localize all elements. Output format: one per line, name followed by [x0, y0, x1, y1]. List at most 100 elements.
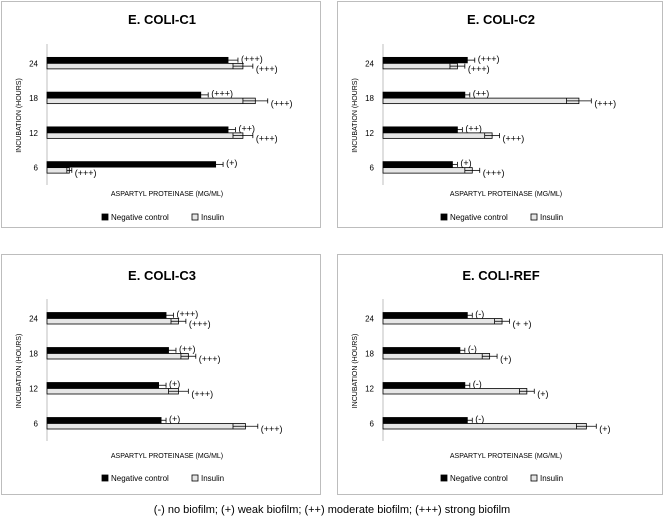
bar-ref-12-negative-control	[382, 382, 466, 389]
bar-c3-18-insulin	[46, 353, 189, 360]
data-label-c1-24-1: (+++)	[256, 64, 278, 74]
bar-c2-18-insulin	[382, 97, 580, 105]
legend-label-insulin-ref: Insulin	[540, 474, 563, 483]
x-axis-title-c1: ASPARTYL PROTEINASE (MG/ML)	[111, 191, 223, 198]
tick-label-ref-12: 12	[365, 385, 374, 394]
data-label-c1-6-1: (+++)	[75, 168, 97, 178]
tick-label-c1-18: 18	[29, 94, 38, 103]
tick-label-c2-18: 18	[365, 94, 374, 103]
data-label-c1-18-1: (+++)	[271, 99, 293, 109]
data-label-c3-12-0: (+)	[169, 379, 180, 389]
data-label-ref-24-0: (-)	[475, 309, 484, 319]
legend-swatch-insulin-c2	[530, 213, 538, 221]
data-label-c2-12-0: (++)	[465, 123, 482, 133]
data-label-ref-12-0: (-)	[473, 379, 482, 389]
data-label-c3-18-0: (++)	[179, 344, 196, 354]
footnote: (-) no biofilm; (+) weak biofilm; (++) m…	[153, 504, 511, 516]
legend-label-negative-control-c2: Negative control	[450, 213, 508, 222]
legend-swatch-negative-control-c2	[440, 213, 448, 221]
chart-title-c3: E. COLI-C3	[128, 268, 196, 283]
data-label-c2-12-1: (+++)	[503, 133, 525, 143]
bar-c1-24-insulin	[46, 62, 244, 70]
tick-label-c2-6: 6	[370, 164, 375, 173]
data-label-c3-18-1: (+++)	[199, 354, 221, 364]
legend-label-insulin-c3: Insulin	[201, 474, 224, 483]
bar-c1-12-negative-control	[46, 126, 229, 133]
bar-c3-6-negative-control	[46, 417, 162, 424]
x-axis-title-c2: ASPARTYL PROTEINASE (MG/ML)	[450, 191, 562, 198]
chart-panel-c2: E. COLI-C2 INCUBATION (HOURS) 24 (+++) (+++)…	[337, 1, 663, 228]
data-label-c3-6-1: (+++)	[261, 424, 283, 434]
bar-c1-18-insulin	[46, 97, 256, 105]
chart-panel-ref: E. COLI-REF INCUBATION (HOURS) 24 (-) (+ +) 1…	[337, 254, 663, 495]
data-label-c3-24-0: (+++)	[176, 309, 198, 319]
tick-label-ref-18: 18	[365, 350, 374, 359]
data-label-ref-12-1: (+)	[537, 389, 548, 399]
chart-panel-c1: E. COLI-C1 INCUBATION (HOURS) 24 (+++) (+++)…	[1, 1, 321, 228]
data-label-c1-24-0: (+++)	[241, 54, 263, 64]
chart-title-c1: E. COLI-C1	[128, 12, 196, 27]
tick-label-c2-24: 24	[365, 59, 374, 68]
data-label-ref-6-1: (+)	[599, 424, 610, 434]
bar-c1-6-insulin	[46, 167, 70, 174]
tick-label-ref-24: 24	[365, 315, 374, 324]
bar-c2-24-negative-control	[382, 56, 468, 64]
legend-swatch-negative-control-c1	[101, 213, 109, 221]
chart-title-c2: E. COLI-C2	[467, 12, 535, 27]
legend-label-insulin-c1: Insulin	[201, 213, 224, 222]
bar-ref-12-insulin	[382, 388, 528, 395]
y-axis-title-ref: INCUBATION (HOURS)	[352, 334, 359, 409]
bar-c2-18-negative-control	[382, 91, 466, 99]
legend-swatch-negative-control-c3	[101, 474, 109, 482]
legend-label-insulin-c2: Insulin	[540, 213, 563, 222]
data-label-c2-24-0: (+++)	[478, 54, 500, 64]
bar-ref-24-insulin	[382, 318, 503, 325]
tick-label-ref-6: 6	[370, 420, 375, 429]
bar-c2-24-insulin	[382, 62, 458, 70]
tick-label-c3-6: 6	[34, 420, 39, 429]
bar-c2-12-insulin	[382, 132, 493, 139]
legend-label-negative-control-c3: Negative control	[111, 474, 169, 483]
data-label-c1-12-0: (++)	[238, 123, 255, 133]
bar-ref-24-negative-control	[382, 312, 468, 319]
y-axis-title-c3: INCUBATION (HOURS)	[16, 334, 23, 409]
bar-c3-24-insulin	[46, 318, 179, 325]
x-axis-title-ref: ASPARTYL PROTEINASE (MG/ML)	[450, 453, 562, 460]
bar-c1-12-insulin	[46, 132, 244, 139]
legend-swatch-insulin-c3	[191, 474, 199, 482]
data-label-c2-6-0: (+)	[460, 158, 471, 168]
data-label-c1-6-0: (+)	[226, 158, 237, 168]
bar-ref-18-negative-control	[382, 347, 461, 354]
tick-label-c3-12: 12	[29, 385, 38, 394]
bar-c3-12-negative-control	[46, 382, 159, 389]
bar-ref-18-insulin	[382, 353, 491, 360]
data-label-ref-24-1: (+ +)	[512, 319, 531, 329]
data-label-ref-18-0: (-)	[468, 344, 477, 354]
x-axis-title-c3: ASPARTYL PROTEINASE (MG/ML)	[111, 453, 223, 460]
bar-c3-18-negative-control	[46, 347, 169, 354]
chart-panel-c3: E. COLI-C3 INCUBATION (HOURS) 24 (+++) (+++)…	[1, 254, 321, 495]
data-label-c3-24-1: (+++)	[189, 319, 211, 329]
bar-c3-12-insulin	[46, 388, 179, 395]
tick-label-c2-12: 12	[365, 129, 374, 138]
bar-ref-6-negative-control	[382, 417, 468, 424]
data-label-c2-18-0: (++)	[473, 89, 490, 99]
y-axis-title-c2: INCUBATION (HOURS)	[352, 78, 359, 153]
data-label-c2-24-1: (+++)	[468, 64, 490, 74]
data-label-c2-18-1: (+++)	[594, 99, 616, 109]
bar-c3-6-insulin	[46, 423, 246, 430]
bar-c2-6-insulin	[382, 167, 473, 174]
tick-label-c3-24: 24	[29, 315, 38, 324]
legend-label-negative-control-c1: Negative control	[111, 213, 169, 222]
legend-swatch-insulin-c1	[191, 213, 199, 221]
bar-c2-6-negative-control	[382, 161, 453, 168]
chart-svg-ref: E. COLI-REF INCUBATION (HOURS) 24 (-) (+ +) 1…	[352, 268, 611, 483]
bar-c3-24-negative-control	[46, 312, 167, 319]
data-label-c2-6-1: (+++)	[483, 168, 505, 178]
legend-swatch-negative-control-ref	[440, 474, 448, 482]
chart-title-ref: E. COLI-REF	[462, 268, 539, 283]
bar-c2-12-negative-control	[382, 126, 458, 133]
